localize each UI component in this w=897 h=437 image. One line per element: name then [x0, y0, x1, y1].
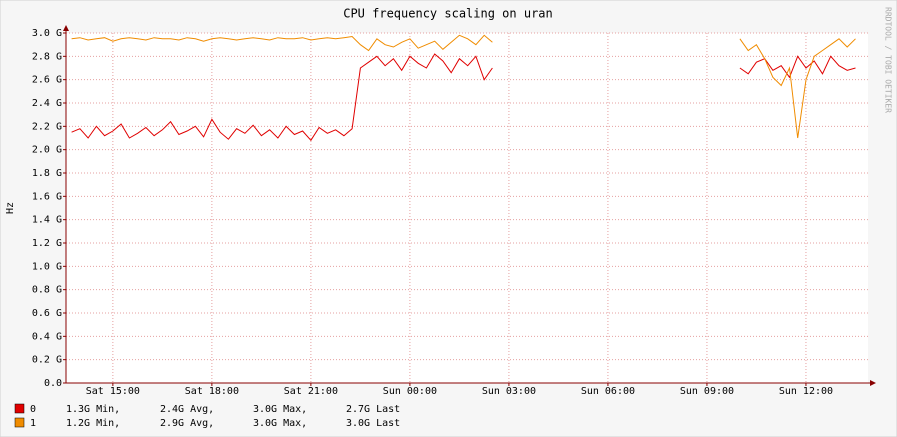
legend-label: 1: [30, 418, 36, 429]
y-tick-label: 1.0 G: [32, 261, 62, 272]
x-tick-label: Sat 18:00: [185, 386, 239, 397]
legend-stat: 2.7G Last: [346, 404, 400, 415]
series-line: [71, 53, 856, 142]
y-axis-arrow: [63, 25, 69, 31]
series-line: [71, 34, 856, 139]
x-axis-arrow: [870, 380, 876, 386]
y-tick-label: 1.6 G: [32, 191, 62, 202]
legend-stat: 3.0G Last: [346, 418, 400, 429]
y-tick-label: 3.0 G: [32, 28, 62, 39]
y-tick-label: 0.8 G: [32, 285, 62, 296]
y-tick-label: 1.8 G: [32, 168, 62, 179]
legend-label: 0: [30, 404, 36, 415]
y-tick-label: 0.4 G: [32, 331, 62, 342]
x-tick-label: Sun 09:00: [680, 386, 734, 397]
x-tick-label: Sat 15:00: [86, 386, 140, 397]
y-tick-label: 2.4 G: [32, 98, 62, 109]
y-tick-label: 2.8 G: [32, 51, 62, 62]
watermark: RRDTOOL / TOBI OETIKER: [884, 7, 893, 113]
y-tick-label: 2.0 G: [32, 145, 62, 156]
y-tick-label: 1.4 G: [32, 215, 62, 226]
legend-swatch: [14, 403, 25, 414]
y-tick-label: 1.2 G: [32, 238, 62, 249]
x-tick-label: Sun 12:00: [779, 386, 833, 397]
y-tick-label: 2.2 G: [32, 121, 62, 132]
legend-stat: 2.4G Avg,: [160, 404, 214, 415]
y-tick-label: 0.0: [44, 378, 62, 389]
x-tick-label: Sat 21:00: [284, 386, 338, 397]
legend-stat: 1.3G Min,: [66, 404, 120, 415]
x-tick-label: Sun 06:00: [581, 386, 635, 397]
x-tick-label: Sun 00:00: [383, 386, 437, 397]
y-tick-label: 0.6 G: [32, 308, 62, 319]
x-tick-label: Sun 03:00: [482, 386, 536, 397]
legend-stat: 1.2G Min,: [66, 418, 120, 429]
y-axis-label: Hz: [5, 202, 16, 214]
legend-stat: 3.0G Max,: [253, 404, 307, 415]
plot-area: [66, 33, 868, 383]
y-tick-label: 0.2 G: [32, 355, 62, 366]
legend-swatch: [14, 417, 25, 428]
legend-stat: 3.0G Max,: [253, 418, 307, 429]
y-tick-label: 2.6 G: [32, 75, 62, 86]
legend-stat: 2.9G Avg,: [160, 418, 214, 429]
chart-title: CPU frequency scaling on uran: [343, 7, 553, 21]
